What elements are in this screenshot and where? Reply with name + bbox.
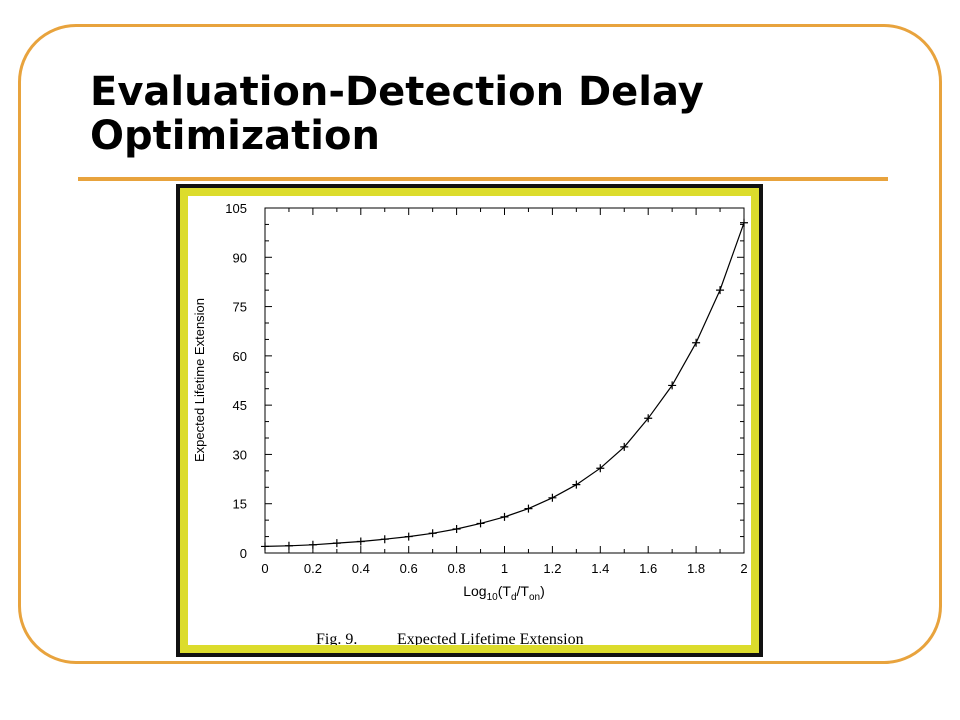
lifetime-extension-chart: 0 0.2 0.4 0.6 0.8 1 1.2 1.4 1.6 1.8 2 0 15 30 45 60 75 9… <box>192 201 748 648</box>
x-axis-label-part: d <box>511 592 517 603</box>
figure-yellow-border: 0 0.2 0.4 0.6 0.8 1 1.2 1.4 1.6 1.8 2 0 15 30 45 60 75 9… <box>180 188 759 653</box>
x-axis-label-part: ) <box>540 583 545 599</box>
data-point-marker <box>716 286 725 295</box>
data-point-marker <box>548 493 557 502</box>
y-tick-label: 15 <box>233 497 247 512</box>
y-tick-label: 75 <box>233 300 247 315</box>
data-point-marker <box>668 381 677 390</box>
data-point-marker <box>740 218 748 227</box>
y-tick-label: 0 <box>240 546 247 561</box>
x-axis-label-part: 10 <box>487 592 499 603</box>
y-tick-label: 105 <box>225 201 247 216</box>
slide-title: Evaluation-Detection Delay Optimization <box>90 69 704 159</box>
data-point-marker <box>356 537 365 546</box>
plot-frame <box>264 207 745 554</box>
x-tick-label: 1 <box>501 561 508 576</box>
x-tick-label: 0.2 <box>304 561 322 576</box>
series-group <box>261 218 748 551</box>
data-point-marker <box>500 512 509 521</box>
x-axis-label-part: (T <box>498 583 512 599</box>
x-tick-labels: 0 0.2 0.4 0.6 0.8 1 1.2 1.4 1.6 1.8 2 <box>261 561 747 576</box>
figure-caption-text: Expected Lifetime Extension <box>397 631 584 645</box>
y-axis-label: Expected Lifetime Extension <box>192 298 207 462</box>
x-tick-label: 0 <box>261 561 268 576</box>
axis-ticks <box>264 207 745 554</box>
data-point-marker <box>284 541 293 550</box>
figure-caption-number: Fig. 9. <box>316 631 357 645</box>
x-axis-label-part: on <box>529 592 540 603</box>
x-tick-label: 0.8 <box>448 561 466 576</box>
data-point-marker <box>428 529 437 538</box>
data-point-marker <box>476 519 485 528</box>
x-axis-label-part: Log <box>463 583 486 599</box>
data-point-marker <box>596 464 605 473</box>
title-underline <box>78 177 888 181</box>
x-axis-label-part: /T <box>517 583 530 599</box>
data-point-marker <box>524 504 533 513</box>
y-tick-label: 45 <box>233 398 247 413</box>
slide-frame <box>18 24 942 664</box>
data-point-marker <box>404 532 413 541</box>
x-tick-label: 1.4 <box>591 561 609 576</box>
data-point-marker <box>308 540 317 549</box>
x-tick-label: 0.4 <box>352 561 370 576</box>
data-point-marker <box>620 442 629 451</box>
y-tick-label: 90 <box>233 250 247 265</box>
y-tick-label: 30 <box>233 447 247 462</box>
data-point-marker <box>452 525 461 534</box>
data-point-marker <box>332 539 341 548</box>
y-tick-label: 60 <box>233 349 247 364</box>
x-tick-label: 1.2 <box>543 561 561 576</box>
x-tick-label: 2 <box>740 561 747 576</box>
x-tick-label: 0.6 <box>400 561 418 576</box>
data-point-marker <box>644 414 653 423</box>
x-axis-label: Log10(Td/Ton) <box>463 583 545 603</box>
y-tick-labels: 0 15 30 45 60 75 90 105 <box>225 201 247 561</box>
data-point-marker <box>692 338 701 347</box>
data-point-marker <box>572 480 581 489</box>
data-point-marker <box>380 535 389 544</box>
figure-panel: 0 0.2 0.4 0.6 0.8 1 1.2 1.4 1.6 1.8 2 0 15 30 45 60 75 9… <box>188 196 751 648</box>
x-tick-label: 1.6 <box>639 561 657 576</box>
x-tick-label: 1.8 <box>687 561 705 576</box>
data-point-marker <box>261 542 269 551</box>
figure-frame: 0 0.2 0.4 0.6 0.8 1 1.2 1.4 1.6 1.8 2 0 15 30 45 60 75 9… <box>176 184 763 657</box>
